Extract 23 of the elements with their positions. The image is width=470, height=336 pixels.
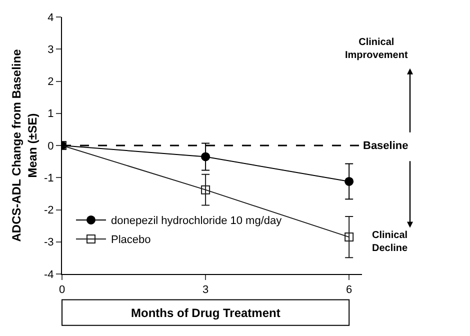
x-tick-label: 0 xyxy=(58,284,66,296)
point xyxy=(201,185,210,194)
x-tick-label: 3 xyxy=(202,284,209,296)
y-tick-label: 4 xyxy=(48,12,54,24)
y-axis-title: ADCS-ADL Change from Baseline Mean (±SE) xyxy=(10,48,40,242)
point xyxy=(344,176,354,186)
y-tick-label: 1 xyxy=(48,108,54,120)
y-tick-label: 2 xyxy=(48,76,54,88)
y-tick-label: 3 xyxy=(48,44,54,56)
legend-label: Placebo xyxy=(111,234,151,246)
y-tick-label: -2 xyxy=(44,204,54,217)
annotation: Clinical Improvement xyxy=(345,37,408,61)
y-tick-label: -3 xyxy=(44,236,54,249)
text: Clinical Decline xyxy=(372,230,408,254)
point xyxy=(201,152,210,162)
x-tick-label: 6 xyxy=(346,284,352,296)
point xyxy=(344,232,354,242)
x-axis-title: Months of Drug Treatment xyxy=(131,306,280,320)
legend-label: donepezil hydrochloride 10 mg/day xyxy=(111,215,282,228)
ref-line-label: Baseline xyxy=(363,140,408,152)
y-tick-label: 0 xyxy=(48,140,54,152)
y-tick-label: -4 xyxy=(44,268,54,281)
y-tick-label: -1 xyxy=(44,172,54,184)
